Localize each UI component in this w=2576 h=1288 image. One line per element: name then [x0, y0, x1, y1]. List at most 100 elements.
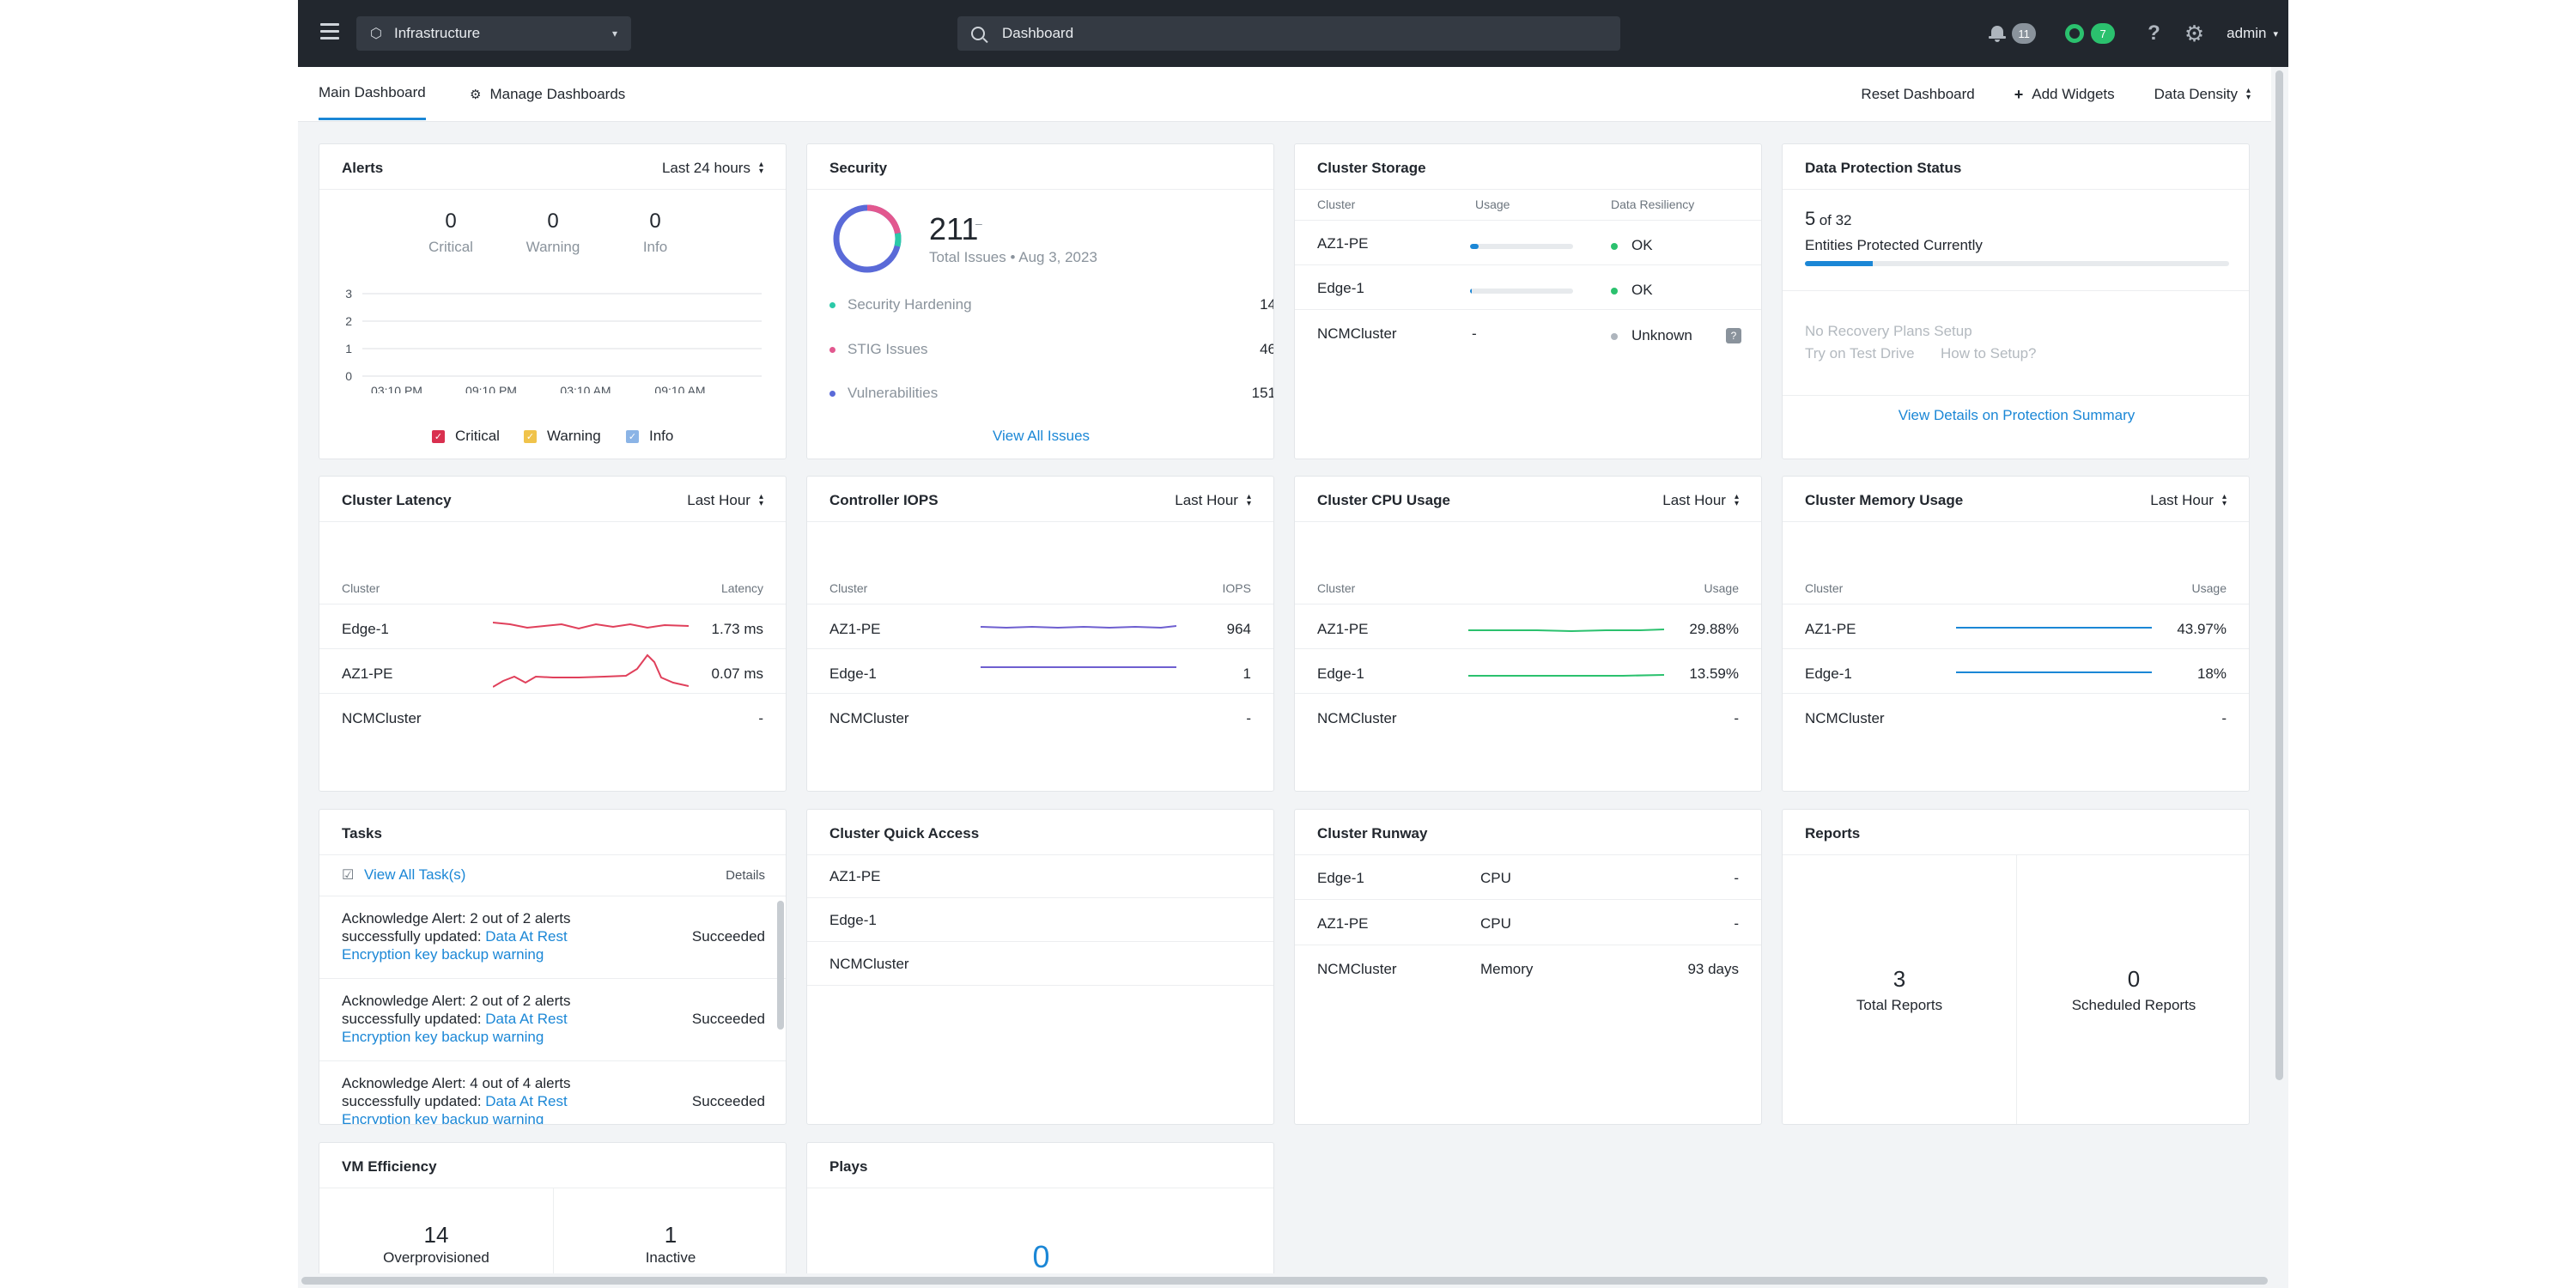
iops-sparkline	[981, 666, 1176, 668]
cluster-name[interactable]: AZ1-PE	[342, 665, 393, 682]
alerts-count-badge[interactable]: 11	[2012, 23, 2037, 44]
cluster-name[interactable]: AZ1-PE	[829, 621, 881, 637]
trend-icon: –	[975, 216, 982, 230]
cluster-name[interactable]: Edge-1	[1805, 665, 1852, 682]
protection-summary-link[interactable]: View Details on Protection Summary	[1898, 407, 2136, 423]
column-header: Cluster	[1805, 581, 1844, 595]
legend-critical[interactable]: ✓ Critical	[432, 428, 500, 445]
data-density-select[interactable]: Data Density ▴ ▾	[2154, 86, 2251, 103]
menu-icon[interactable]	[320, 23, 339, 40]
view-all-tasks-link[interactable]: View All Task(s)	[364, 866, 466, 883]
details-header: Details	[726, 868, 765, 883]
task-link[interactable]: Data At Rest Encryption key backup warni…	[342, 928, 568, 963]
help-icon[interactable]: ?	[1726, 328, 1741, 343]
tasks-count-badge[interactable]: 7	[2091, 23, 2116, 44]
cluster-name[interactable]: Edge-1	[829, 665, 877, 682]
cluster-name[interactable]: NCMCluster	[342, 710, 422, 726]
security-row[interactable]: Security Hardening 14	[829, 296, 1273, 313]
data-protection-widget: Data Protection Status 5 of 32 Entities …	[1782, 143, 2250, 459]
dot-icon	[829, 390, 835, 397]
legend-warning-label: Warning	[547, 428, 601, 444]
search-input[interactable]	[1002, 25, 1517, 42]
usage-bar	[1470, 244, 1573, 249]
inactive-value[interactable]: 1	[664, 1222, 677, 1248]
cluster-name[interactable]: NCMCluster	[1317, 325, 1397, 342]
time-range-select[interactable]: Last Hour ▴ ▾	[1662, 492, 1739, 509]
total-reports-value[interactable]: 3	[1893, 966, 1906, 992]
help-icon[interactable]: ?	[2148, 21, 2160, 45]
security-row[interactable]: Vulnerabilities 151	[829, 385, 1273, 402]
cluster-name[interactable]: Edge-1	[1317, 280, 1364, 296]
cluster-name[interactable]: AZ1-PE	[1805, 621, 1856, 637]
task-link[interactable]: Data At Rest Encryption key backup warni…	[342, 1093, 568, 1125]
tasks-scrollbar[interactable]	[777, 901, 784, 1030]
time-range-select[interactable]: Last Hour ▴ ▾	[687, 492, 763, 509]
widget-title: Cluster Runway	[1317, 825, 1428, 841]
cluster-name[interactable]: NCMCluster	[1805, 710, 1885, 726]
task-item[interactable]: Acknowledge Alert: 2 out of 2 alerts suc…	[342, 992, 599, 1046]
legend-info[interactable]: ✓ Info	[626, 428, 673, 445]
try-test-drive-link[interactable]: Try on Test Drive	[1805, 345, 1915, 361]
task-item[interactable]: Acknowledge Alert: 4 out of 4 alerts suc…	[342, 1074, 599, 1125]
info-count[interactable]: 0 Info	[612, 210, 698, 256]
cluster-name[interactable]: Edge-1	[342, 621, 389, 637]
plays-value[interactable]: 0	[1032, 1239, 1050, 1274]
time-range-select[interactable]: Last Hour ▴ ▾	[2150, 492, 2227, 509]
warning-count[interactable]: 0 Warning	[510, 210, 596, 256]
quick-access-item[interactable]: NCMCluster	[829, 956, 909, 972]
overprovisioned-value[interactable]: 14	[423, 1222, 449, 1248]
quick-access-item[interactable]: AZ1-PE	[829, 868, 881, 884]
security-row[interactable]: STIG Issues 46	[829, 341, 1273, 358]
search-bar[interactable]	[957, 16, 1620, 51]
cluster-name[interactable]: AZ1-PE	[1317, 915, 1369, 932]
reset-dashboard-button[interactable]: Reset Dashboard	[1861, 86, 1975, 102]
add-widgets-button[interactable]: + Add Widgets	[2014, 86, 2115, 104]
cluster-name[interactable]: NCMCluster	[829, 710, 909, 726]
progress-fill	[1805, 261, 1874, 266]
critical-count[interactable]: 0 Critical	[408, 210, 494, 256]
vertical-scrollbar[interactable]	[2271, 67, 2288, 1288]
checkbox-icon[interactable]: ✓	[626, 429, 639, 443]
search-icon	[971, 27, 985, 40]
tab-main-dashboard[interactable]: Main Dashboard	[319, 67, 426, 120]
widget-title: Data Protection Status	[1805, 160, 1962, 176]
legend-warning[interactable]: ✓ Warning	[524, 428, 601, 445]
cluster-name[interactable]: NCMCluster	[1317, 961, 1397, 977]
y-tick-label: 1	[345, 342, 352, 355]
cluster-name[interactable]: AZ1-PE	[1317, 235, 1369, 252]
cluster-name[interactable]: Edge-1	[1317, 665, 1364, 682]
y-tick-label: 3	[345, 287, 352, 301]
chevron-down-icon: ▾	[611, 27, 617, 39]
cube-icon: ⬡	[370, 27, 382, 41]
gear-icon[interactable]: ⚙	[2184, 20, 2205, 46]
time-range-select[interactable]: Last Hour ▴ ▾	[1175, 492, 1251, 509]
scheduled-reports-label: Scheduled Reports	[2071, 997, 2196, 1013]
quick-access-item[interactable]: Edge-1	[829, 912, 877, 928]
scrollbar-thumb[interactable]	[2275, 70, 2283, 1080]
app-selector[interactable]: ⬡ Infrastructure ▾	[356, 16, 631, 51]
horizontal-scrollbar[interactable]	[298, 1273, 2271, 1288]
protected-count: 5	[1805, 208, 1816, 229]
checkbox-icon[interactable]: ✓	[524, 429, 537, 443]
cluster-name[interactable]: Edge-1	[1317, 870, 1364, 886]
checkbox-icon[interactable]: ✓	[432, 429, 445, 443]
tasks-ring-icon[interactable]	[2065, 24, 2085, 43]
user-menu[interactable]: admin ▾	[2227, 25, 2278, 42]
how-to-setup-link[interactable]: How to Setup?	[1941, 345, 2037, 361]
scrollbar-thumb[interactable]	[301, 1277, 2268, 1285]
cluster-name[interactable]: NCMCluster	[1317, 710, 1397, 726]
task-link[interactable]: Data At Rest Encryption key backup warni…	[342, 1011, 568, 1045]
bell-icon[interactable]	[1988, 24, 2007, 43]
iops-sparkline	[981, 625, 1176, 629]
time-range-label: Last Hour	[687, 492, 750, 508]
view-all-issues-link[interactable]: View All Issues	[992, 428, 1091, 444]
sort-icon: ▴ ▾	[758, 160, 763, 176]
scheduled-reports-value[interactable]: 0	[2127, 966, 2141, 992]
tab-manage-dashboards[interactable]: ⚙ Manage Dashboards	[470, 67, 625, 122]
time-range-select[interactable]: Last 24 hours ▴ ▾	[662, 160, 763, 177]
divider	[1783, 854, 2249, 855]
task-item[interactable]: Acknowledge Alert: 2 out of 2 alerts suc…	[342, 909, 599, 963]
x-tick-label: 03:10 AM	[560, 384, 611, 393]
cluster-name[interactable]: AZ1-PE	[1317, 621, 1369, 637]
security-row-label: Security Hardening	[848, 296, 972, 313]
